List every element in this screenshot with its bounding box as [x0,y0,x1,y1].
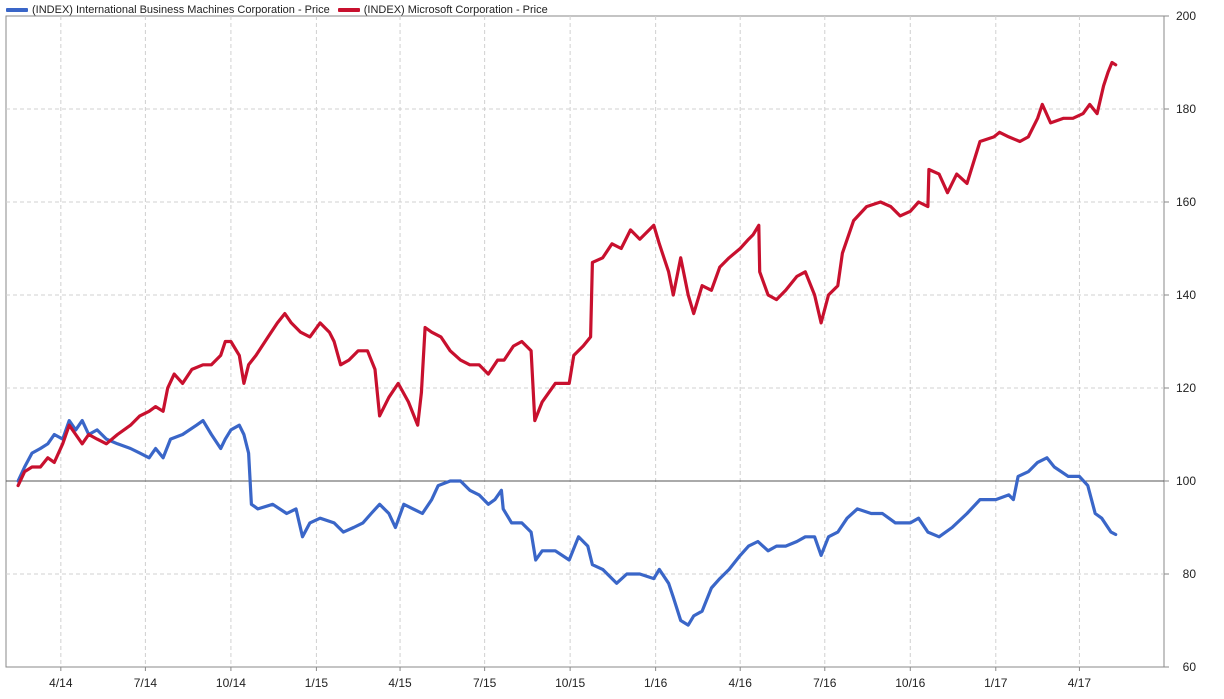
x-tick-label: 10/15 [555,676,585,690]
x-tick-label: 4/15 [388,676,412,690]
y-tick-label: 60 [1183,660,1197,674]
y-tick-label: 140 [1176,288,1196,302]
x-tick-label: 1/15 [305,676,329,690]
x-tick-label: 1/16 [644,676,668,690]
x-tick-label: 4/16 [729,676,753,690]
y-tick-label: 80 [1183,567,1197,581]
legend-swatch-msft [337,8,360,12]
y-tick-label: 120 [1176,381,1196,395]
x-tick-label: 10/16 [895,676,925,690]
legend-label-ibm: (INDEX) International Business Machines … [32,4,330,16]
legend-item-msft[interactable]: (INDEX) Microsoft Corporation - Price [337,4,548,16]
y-tick-label: 100 [1176,474,1196,488]
x-tick-label: 7/15 [473,676,497,690]
legend-label-msft: (INDEX) Microsoft Corporation - Price [363,4,548,16]
legend-swatch-ibm [6,8,28,12]
legend-item-ibm[interactable]: (INDEX) International Business Machines … [6,4,330,16]
series-line-1 [16,60,1118,488]
y-tick-label: 180 [1176,102,1196,116]
x-tick-label: 1/17 [984,676,1008,690]
series-line-0 [16,419,1118,627]
y-tick-label: 200 [1176,9,1196,23]
x-tick-label: 4/14 [49,676,73,690]
chart-legend: (INDEX) International Business Machines … [6,2,556,18]
x-tick-label: 7/14 [134,676,158,690]
x-tick-label: 10/14 [216,676,246,690]
x-tick-label: 4/17 [1068,676,1092,690]
y-tick-label: 160 [1176,195,1196,209]
x-tick-label: 7/16 [813,676,837,690]
